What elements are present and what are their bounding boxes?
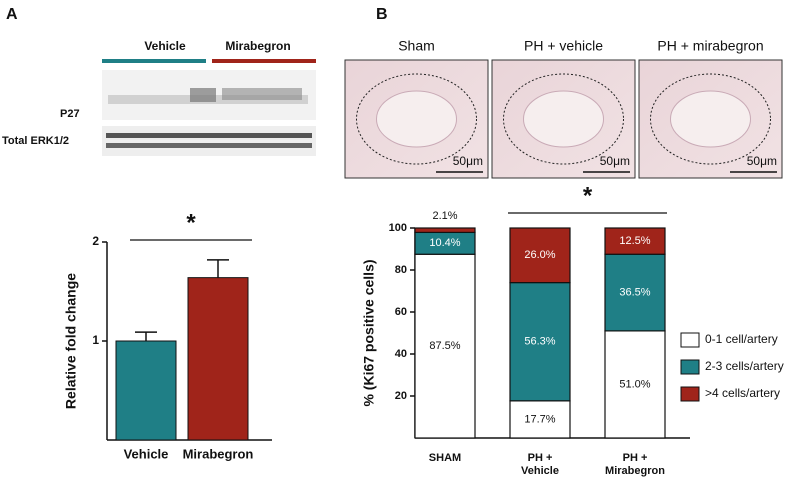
bar-segment: [604, 253, 666, 332]
lumen: [670, 90, 751, 148]
value-label: 26.0%: [524, 249, 555, 261]
vessel-outline: [356, 73, 477, 165]
x-tick-label: PH + Mirabegron: [605, 452, 665, 477]
value-label: 10.4%: [429, 237, 460, 249]
x-tick-label: Mirabegron: [183, 446, 254, 461]
y-axis-label: Relative fold change: [63, 273, 79, 409]
vessel-outline: [503, 73, 624, 165]
micrograph-title: Sham: [398, 38, 435, 54]
value-label: 36.5%: [619, 286, 650, 298]
y-tick-label: 40: [395, 348, 407, 360]
x-tick-label: PH + Vehicle: [521, 452, 559, 477]
value-label: 51.0%: [619, 378, 650, 390]
y-tick-label: 80: [395, 264, 407, 276]
bar-segment: [414, 227, 476, 234]
y-tick-label: 20: [395, 390, 407, 402]
y-tick-label: 100: [389, 222, 407, 234]
scale-label: 50μm: [747, 154, 777, 168]
blot-row: Total ERK1/2: [2, 135, 69, 147]
blot-group: Vehicle: [144, 39, 186, 53]
panel-label: B: [376, 6, 388, 23]
micrograph-title: PH + mirabegron: [657, 38, 763, 54]
legend-swatch: [680, 359, 700, 375]
bar: [115, 340, 177, 441]
y-tick-label: 1: [92, 333, 99, 347]
scale-label: 50μm: [453, 154, 483, 168]
vessel-outline: [650, 73, 771, 165]
legend-swatch: [680, 386, 700, 402]
value-label: 2.1%: [432, 210, 457, 222]
bar-segment: [509, 400, 571, 439]
bar-segment: [509, 227, 571, 284]
y-axis-label: % (Ki67 positive cells): [361, 259, 377, 406]
lumen: [376, 90, 457, 148]
blot-row: P27: [60, 108, 80, 120]
value-label: 56.3%: [524, 336, 555, 348]
scale-label: 50μm: [600, 154, 630, 168]
value-label: 87.5%: [429, 340, 460, 352]
x-tick-label: SHAM: [429, 452, 461, 464]
blot-group: Mirabegron: [225, 39, 290, 53]
x-tick-label: Vehicle: [124, 446, 169, 461]
legend-label: 0-1 cell/artery: [705, 332, 778, 346]
lumen: [523, 90, 604, 148]
legend-label: >4 cells/artery: [705, 386, 780, 400]
significance-star: *: [583, 182, 593, 209]
panel-label: A: [6, 6, 18, 23]
y-tick-label: 2: [92, 234, 99, 248]
legend-label: 2-3 cells/artery: [705, 359, 784, 373]
blot-image: [102, 70, 316, 156]
bar-segment: [414, 253, 476, 439]
bar: [187, 277, 249, 441]
bar-segment: [604, 330, 666, 439]
value-label: 17.7%: [524, 413, 555, 425]
bar-segment: [509, 282, 571, 402]
y-tick-label: 60: [395, 306, 407, 318]
legend-swatch: [680, 332, 700, 348]
significance-star: *: [186, 209, 196, 236]
value-label: 12.5%: [619, 235, 650, 247]
bar-segment: [604, 227, 666, 255]
micrograph-title: PH + vehicle: [524, 38, 603, 54]
